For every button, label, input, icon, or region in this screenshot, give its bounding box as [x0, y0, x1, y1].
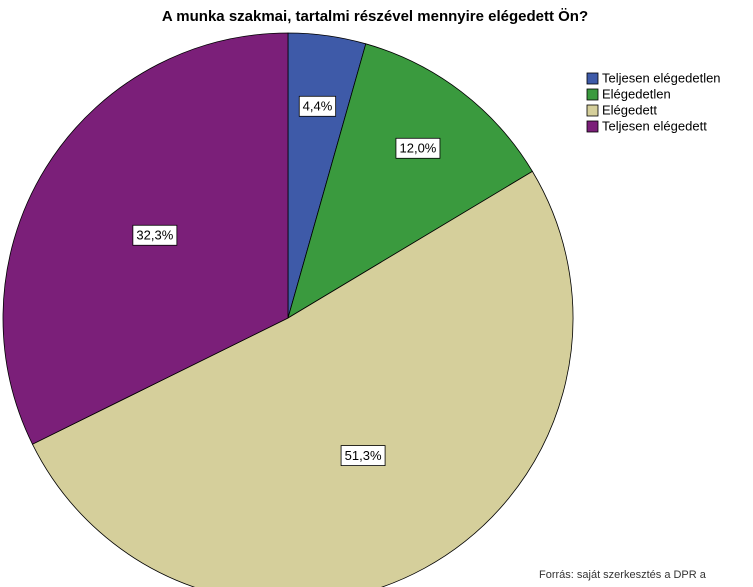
pie-slice: [287, 43, 533, 319]
source-note: Forrás: saját szerkesztés a DPR a: [539, 569, 707, 581]
legend-swatch: [586, 120, 599, 133]
legend-swatch: [586, 88, 599, 101]
value-label-box: [298, 95, 337, 117]
value-label: 4,4%: [303, 99, 333, 114]
value-label-box: [340, 445, 386, 466]
legend-label: Elégedetlen: [602, 86, 671, 101]
value-label: 32,3%: [136, 228, 173, 243]
legend-label: Teljesen elégedetlen: [602, 70, 721, 85]
value-label: 12,0%: [400, 141, 437, 156]
value-label-box: [132, 224, 178, 246]
legend-label: Elégedett: [602, 102, 657, 117]
pie-slice: [31, 170, 574, 587]
chart-title: A munka szakmai, tartalmi részével menny…: [162, 8, 588, 25]
legend-label: Teljesen elégedett: [602, 118, 707, 133]
legend-swatch: [586, 72, 599, 85]
legend-swatch: [586, 104, 599, 117]
value-label-box: [395, 137, 441, 159]
value-label: 51,3%: [345, 448, 382, 463]
